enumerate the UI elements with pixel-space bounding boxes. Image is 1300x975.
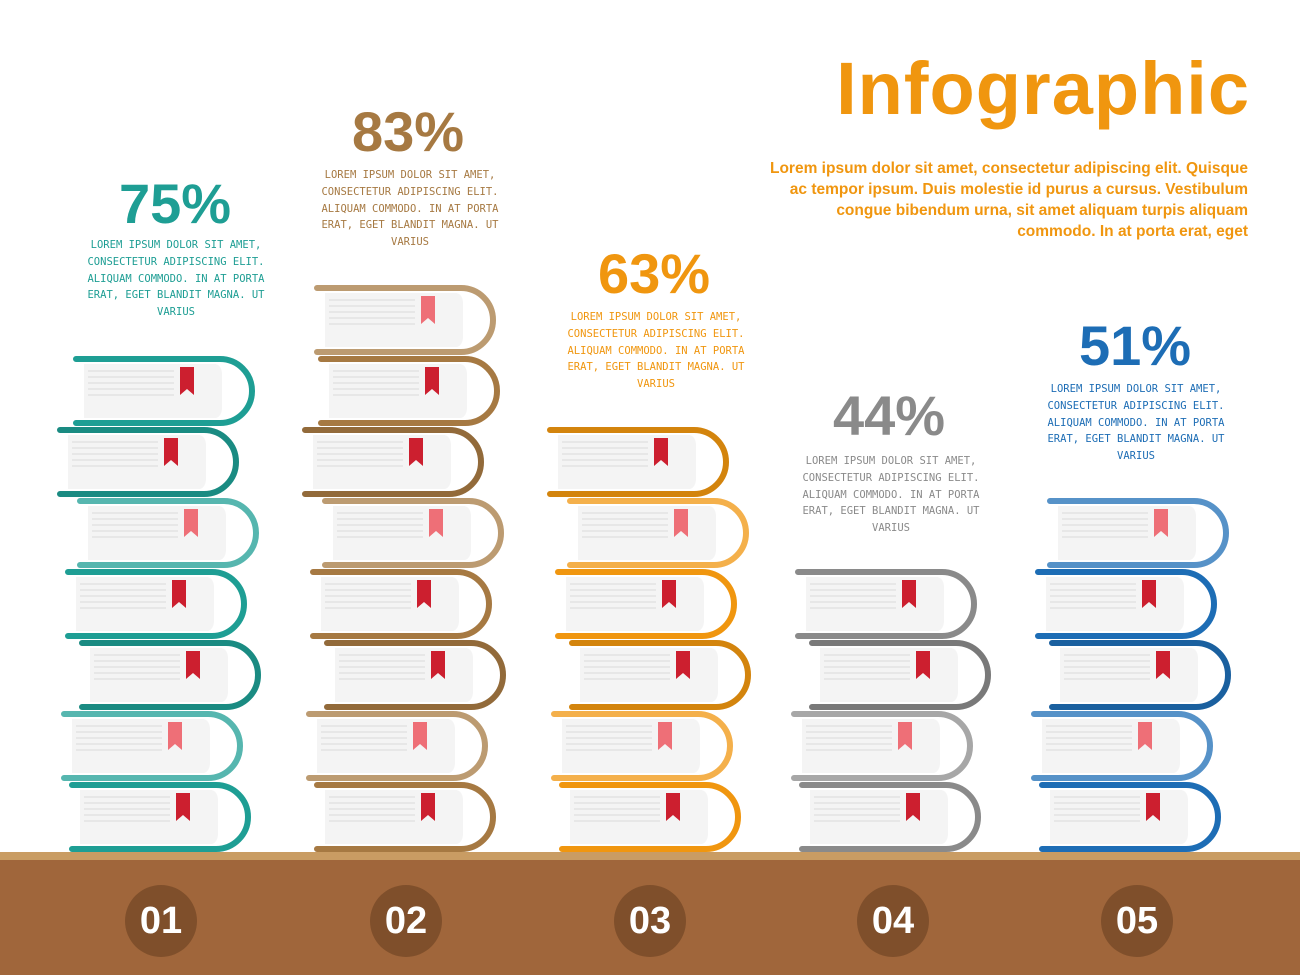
bookmark-icon — [658, 722, 672, 750]
value-label-03: 63% — [597, 242, 711, 305]
book — [306, 711, 488, 781]
book-stack-01 — [57, 356, 261, 852]
bookmark-icon — [906, 793, 920, 821]
book — [69, 782, 251, 852]
bookmark-icon — [662, 580, 676, 608]
shelf-top — [0, 852, 1300, 860]
bookmark-icon — [172, 580, 186, 608]
bookmark-icon — [898, 722, 912, 750]
bookmark-icon — [176, 793, 190, 821]
book-stack-04 — [791, 569, 991, 852]
bookmark-icon — [413, 722, 427, 750]
book — [791, 711, 973, 781]
book — [61, 711, 243, 781]
bookmark-icon — [409, 438, 423, 466]
book — [547, 427, 729, 497]
bookmark-icon — [186, 651, 200, 679]
book — [799, 782, 981, 852]
book — [1039, 782, 1221, 852]
bookmark-icon — [421, 793, 435, 821]
bookmark-icon — [1154, 509, 1168, 537]
book — [555, 569, 737, 639]
book-stack-05 — [1031, 498, 1231, 852]
book — [314, 285, 496, 355]
bookmark-icon — [421, 296, 435, 324]
book — [1049, 640, 1231, 710]
book — [1035, 569, 1217, 639]
book — [1031, 711, 1213, 781]
value-label-04: 44% — [832, 384, 946, 447]
category-number-04: 04 — [857, 885, 929, 957]
book — [1047, 498, 1229, 568]
value-label-02: 83% — [351, 100, 465, 163]
book — [310, 569, 492, 639]
description-04: Lorem ipsum dolor sit amet, consectetur … — [802, 455, 980, 535]
bookmark-icon — [184, 509, 198, 537]
category-number-01: 01 — [125, 885, 197, 957]
book-stack-02 — [302, 285, 506, 852]
book — [809, 640, 991, 710]
book — [795, 569, 977, 639]
book — [569, 640, 751, 710]
value-label-01: 75% — [118, 172, 232, 235]
value-label-05: 51% — [1078, 314, 1192, 377]
book — [559, 782, 741, 852]
bookmark-icon — [180, 367, 194, 395]
description-05: Lorem ipsum dolor sit amet, consectetur … — [1047, 383, 1225, 463]
bookmark-icon — [654, 438, 668, 466]
bookmark-icon — [1138, 722, 1152, 750]
bookmark-icon — [1142, 580, 1156, 608]
description-01: Lorem ipsum dolor sit amet, consectetur … — [87, 239, 265, 319]
book — [65, 569, 247, 639]
book-stack-03 — [547, 427, 751, 852]
bookmark-icon — [916, 651, 930, 679]
book — [567, 498, 749, 568]
bookmark-icon — [1146, 793, 1160, 821]
bookmark-icon — [425, 367, 439, 395]
description-03: Lorem ipsum dolor sit amet, consectetur … — [567, 311, 745, 391]
bookmark-icon — [168, 722, 182, 750]
description-02: Lorem ipsum dolor sit amet, consectetur … — [321, 169, 499, 249]
bookmark-icon — [429, 509, 443, 537]
book — [77, 498, 259, 568]
bookmark-icon — [902, 580, 916, 608]
book — [57, 427, 239, 497]
book — [318, 356, 500, 426]
bookmark-icon — [417, 580, 431, 608]
book — [314, 782, 496, 852]
category-number-03: 03 — [614, 885, 686, 957]
bookmark-icon — [431, 651, 445, 679]
book — [551, 711, 733, 781]
infographic-title: Infographic — [836, 47, 1250, 130]
bookmark-icon — [164, 438, 178, 466]
book — [73, 356, 255, 426]
book — [302, 427, 484, 497]
book — [322, 498, 504, 568]
category-number-02: 02 — [370, 885, 442, 957]
bookmark-icon — [666, 793, 680, 821]
bookmark-icon — [674, 509, 688, 537]
bookmark-icon — [1156, 651, 1170, 679]
book — [79, 640, 261, 710]
category-number-05: 05 — [1101, 885, 1173, 957]
intro-text: Lorem ipsum dolor sit amet, consectetur … — [770, 160, 1249, 240]
book — [324, 640, 506, 710]
bookmark-icon — [676, 651, 690, 679]
